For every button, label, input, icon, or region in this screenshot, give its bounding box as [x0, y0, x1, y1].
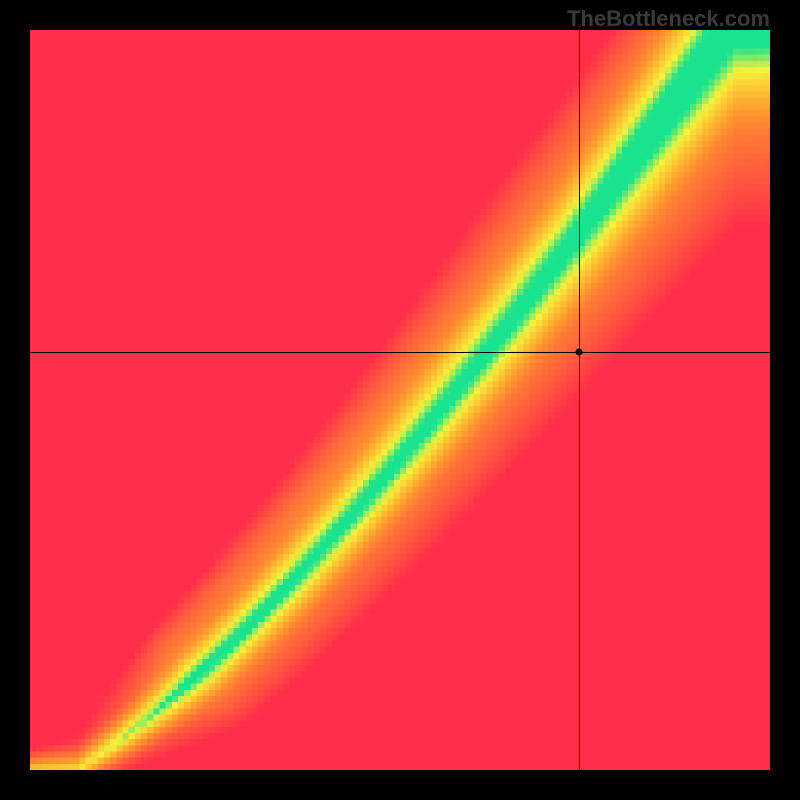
crosshair-marker [576, 348, 583, 355]
watermark-text: TheBottleneck.com [567, 6, 770, 32]
heatmap-plot-area [30, 30, 770, 770]
chart-frame: TheBottleneck.com [0, 0, 800, 800]
crosshair-horizontal [30, 352, 770, 353]
crosshair-vertical [579, 30, 580, 770]
heatmap-canvas [30, 30, 770, 770]
